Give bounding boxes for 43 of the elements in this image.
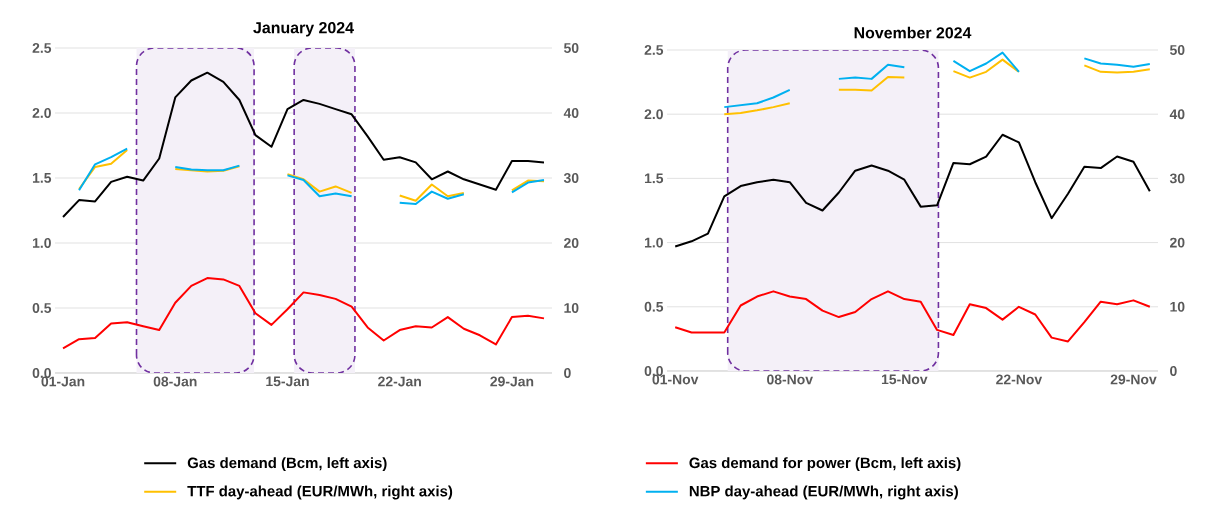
y-tick-label: 0.5 [32, 303, 52, 313]
y2-tick-label: 40 [1169, 109, 1185, 120]
y-tick-label: 0.0 [32, 368, 51, 378]
y2-tick-label: 30 [1169, 173, 1185, 184]
legend-label: NBP day-ahead (EUR/MWh, right axis) [689, 485, 958, 500]
y-tick-label: 2.5 [644, 45, 664, 55]
y-tick-label: 0.0 [644, 366, 663, 376]
x-tick-label: 15-Jan [266, 376, 309, 387]
x-tick-label: 15-Nov [881, 374, 928, 385]
y-tick-label: 1.5 [32, 173, 52, 183]
y-tick-label: 2.5 [32, 43, 52, 53]
x-tick-label: 01-Jan [41, 376, 85, 387]
x-tick-label: 01-Nov [652, 374, 699, 385]
y2-tick-label: 10 [564, 303, 579, 313]
y2-tick-label: 20 [564, 238, 579, 248]
line-series [674, 133, 1151, 248]
y2-tick-label: 50 [1169, 45, 1185, 55]
y2-tick-label: 0 [1170, 366, 1177, 376]
y2-tick-label: 10 [1170, 301, 1185, 312]
x-tick-label: 29-Jan [490, 376, 534, 387]
x-tick-label: 22-Jan [378, 376, 421, 387]
y-tick-label: 1.5 [644, 173, 664, 184]
y2-tick-label: 40 [563, 108, 579, 118]
y2-tick-label: 50 [563, 43, 579, 53]
y-tick-label: 2.0 [32, 108, 51, 118]
legend-label: Gas demand (Bcm, left axis) [187, 457, 387, 472]
y-tick-label: 2.0 [644, 109, 663, 120]
y-tick-label: 1.0 [32, 238, 51, 248]
y2-tick-label: 0 [564, 368, 571, 378]
x-tick-label: 22-Nov [996, 374, 1043, 385]
x-tick-label: 08-Jan [153, 376, 197, 387]
legend-label: Gas demand for power (Bcm, left axis) [689, 457, 961, 472]
y2-tick-label: 30 [563, 173, 579, 183]
y2-tick-label: 20 [1170, 237, 1185, 248]
chart-title: January 2024 [253, 22, 354, 37]
x-tick-label: 29-Nov [1110, 374, 1157, 385]
y-tick-label: 1.0 [644, 237, 663, 248]
legend-label: TTF day-ahead (EUR/MWh, right axis) [187, 485, 453, 500]
line-series [62, 277, 545, 350]
chart-title: November 2024 [854, 26, 972, 39]
y-tick-label: 0.5 [644, 301, 664, 312]
x-tick-label: 08-Nov [767, 374, 813, 385]
line-series [62, 71, 545, 218]
